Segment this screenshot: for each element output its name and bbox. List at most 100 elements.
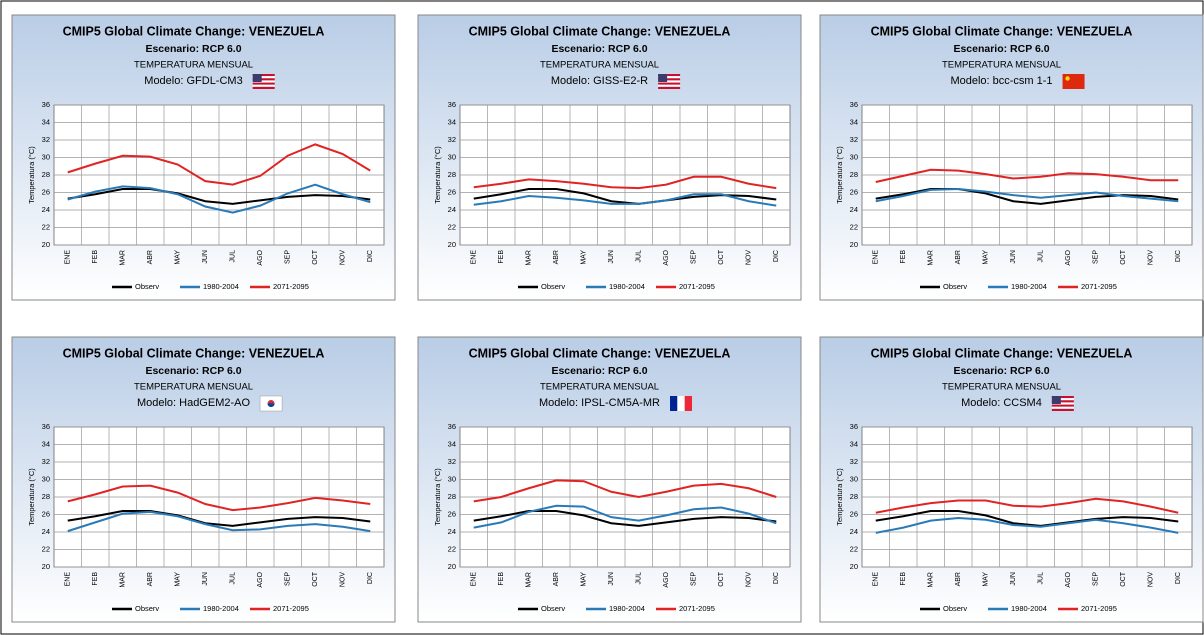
y-tick-label: 28 [448,170,456,179]
series-line [473,510,777,527]
x-tick-label: ABR [553,572,560,586]
x-tick-label: JUL [1038,250,1045,263]
y-tick-label: 26 [448,187,456,196]
x-tick-label: JUN [202,572,209,586]
series-line [875,497,1179,514]
y-tick-label: 24 [448,205,456,214]
flag-stripe [252,76,275,79]
y-tick-label: 28 [850,492,858,501]
y-tick-label: 34 [42,439,50,448]
series-line [875,168,1179,183]
y-tick-label: 20 [850,240,858,249]
x-tick-label: ENE [471,572,478,587]
flag-stripe [252,80,275,83]
y-axis-label: Temperatura (°C) [27,468,36,526]
x-tick-label: OCT [718,571,725,587]
model: Modelo: CCSM4 [961,397,1042,409]
y-tick-label: 34 [42,117,50,126]
x-tick-label: MAR [120,250,127,266]
x-tick-label: OCT [312,249,319,265]
x-tick-label: MAY [175,572,182,587]
y-tick-label: 26 [42,509,50,518]
model: Modelo: bcc-csm 1-1 [950,75,1052,87]
y-tick-label: 34 [850,439,858,448]
x-tick-label: OCT [312,571,319,587]
legend-label: Observ [541,604,565,613]
scenario: Escenario: RCP 6.0 [551,43,647,55]
variable: TEMPERATURA MENSUAL [540,382,659,393]
flag-stripe [1051,396,1074,399]
flag-field [1062,74,1085,89]
chart-panel: CMIP5 Global Climate Change: VENEZUELA Es… [11,14,396,301]
legend-label: Observ [943,604,967,613]
flag-canton [252,74,262,82]
y-tick-label: 30 [850,152,858,161]
legend-label: 1980-2004 [203,604,239,613]
y-tick-label: 22 [448,222,456,231]
y-tick-label: 26 [42,187,50,196]
variable: TEMPERATURA MENSUAL [540,60,659,71]
legend-label: Observ [135,282,159,291]
flag-stripe [658,74,681,77]
flag-bottom [267,403,275,407]
legend-label: 2071-2095 [1081,282,1117,291]
y-axis-label: Temperatura (°C) [27,146,36,204]
x-tick-label: AGO [663,571,670,587]
series-line [473,479,777,503]
y-axis-label: Temperatura (°C) [433,468,442,526]
legend-label: 2071-2095 [273,604,309,613]
x-tick-label: FEB [498,250,505,264]
y-tick-label: 36 [850,100,858,109]
y-tick-label: 26 [850,509,858,518]
x-tick-label: ENE [471,250,478,265]
legend-label: 2071-2095 [679,604,715,613]
x-tick-label: JUN [1010,250,1017,264]
x-tick-label: MAY [983,250,990,265]
y-tick-label: 36 [42,422,50,431]
y-tick-label: 32 [42,135,50,144]
x-tick-label: JUL [636,572,643,585]
legend-label: 1980-2004 [609,604,645,613]
y-tick-label: 22 [42,222,50,231]
y-axis-label: Temperatura (°C) [835,468,844,526]
scenario: Escenario: RCP 6.0 [953,365,1049,377]
y-tick-label: 24 [850,205,858,214]
x-tick-label: JUN [202,250,209,264]
chart-panel: CMIP5 Global Climate Change: VENEZUELA Es… [417,336,802,623]
chart-panel: CMIP5 Global Climate Change: VENEZUELA Es… [819,336,1204,623]
flag-band [670,396,678,411]
y-tick-label: 36 [850,422,858,431]
y-tick-label: 20 [42,240,50,249]
x-tick-label: JUL [636,250,643,263]
y-tick-label: 30 [448,474,456,483]
y-tick-label: 36 [448,422,456,431]
series-line [67,510,371,533]
flag-stripe [658,80,681,83]
x-tick-label: ABR [955,572,962,586]
flag-stripe [1051,408,1074,411]
variable: TEMPERATURA MENSUAL [134,60,253,71]
y-tick-label: 34 [850,117,858,126]
x-tick-label: ABR [147,572,154,586]
x-tick-label: JUN [608,250,615,264]
flag-stripe [658,82,681,85]
y-tick-label: 24 [448,527,456,536]
flag-stripe [1051,402,1074,405]
x-tick-label: MAR [928,572,935,588]
scenario: Escenario: RCP 6.0 [145,43,241,55]
y-tick-label: 30 [42,474,50,483]
y-tick-label: 28 [850,170,858,179]
y-tick-label: 30 [850,474,858,483]
x-tick-label: ABR [955,250,962,264]
y-tick-label: 24 [42,527,50,536]
y-tick-label: 32 [42,457,50,466]
x-tick-label: AGO [1065,571,1072,587]
x-tick-label: AGO [663,249,670,265]
x-tick-label: NOV [1148,250,1155,266]
y-tick-label: 28 [448,492,456,501]
x-tick-label: FEB [92,572,99,586]
flag-canton [1051,396,1061,404]
x-tick-label: OCT [718,249,725,265]
flag [670,396,693,411]
